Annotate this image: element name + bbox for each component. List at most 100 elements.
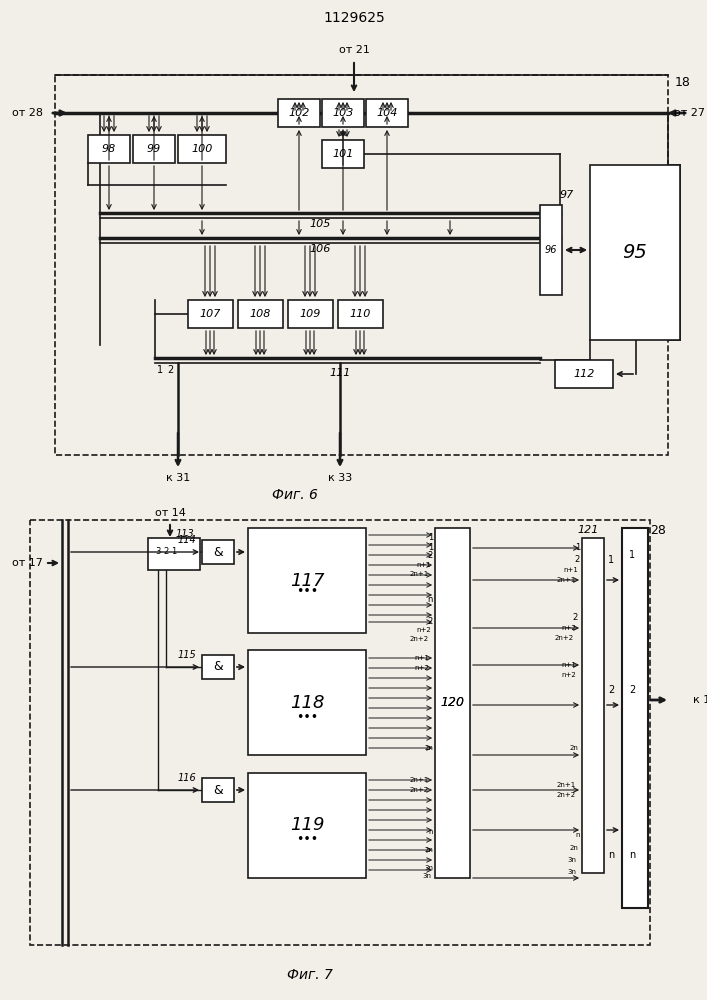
Text: 2: 2: [608, 685, 614, 695]
Text: 2n+2: 2n+2: [557, 792, 576, 798]
Text: 2: 2: [167, 365, 173, 375]
Text: 2n: 2n: [569, 845, 578, 851]
Bar: [248, 528, 366, 633]
Text: 2n+1: 2n+1: [556, 577, 576, 583]
Text: 98: 98: [102, 144, 116, 154]
Text: n: n: [428, 595, 433, 604]
Text: к 18 122: к 18 122: [693, 695, 707, 705]
Text: 2: 2: [163, 546, 169, 556]
Bar: [322, 99, 364, 127]
Text: 114: 114: [177, 535, 196, 545]
Text: 1: 1: [157, 365, 163, 375]
Text: 2: 2: [428, 552, 433, 560]
Text: 1: 1: [608, 555, 614, 565]
Text: 1: 1: [428, 534, 433, 542]
Text: 108: 108: [250, 309, 271, 319]
Text: 100: 100: [192, 144, 213, 154]
Bar: [435, 528, 470, 878]
Text: 1: 1: [171, 546, 177, 556]
Text: 2: 2: [629, 685, 635, 695]
Text: 2n: 2n: [424, 745, 433, 751]
Bar: [148, 538, 200, 570]
Bar: [30, 520, 650, 945]
Bar: [622, 528, 648, 908]
Text: •••: •••: [296, 585, 318, 598]
Bar: [202, 540, 234, 564]
Text: 2: 2: [575, 556, 580, 564]
Text: от 27: от 27: [674, 108, 706, 118]
Text: 1129625: 1129625: [323, 11, 385, 25]
Text: 2n+2: 2n+2: [410, 787, 429, 793]
Text: 3n: 3n: [422, 873, 431, 879]
Bar: [202, 655, 234, 679]
Text: 99: 99: [147, 144, 161, 154]
Bar: [202, 778, 234, 802]
Text: 112: 112: [573, 369, 595, 379]
Text: n+1: n+1: [563, 567, 578, 573]
Text: 2n+2: 2n+2: [555, 635, 574, 641]
Text: &: &: [213, 546, 223, 558]
Bar: [288, 300, 333, 328]
Text: от 14: от 14: [155, 508, 185, 518]
Text: 101: 101: [332, 149, 354, 159]
Text: &: &: [213, 660, 223, 674]
Text: 2: 2: [573, 613, 578, 622]
Text: к 33: к 33: [328, 473, 352, 483]
Text: 106: 106: [310, 244, 331, 254]
Bar: [338, 300, 383, 328]
Text: 3: 3: [156, 546, 160, 556]
Text: от 21: от 21: [339, 45, 370, 55]
Text: 105: 105: [310, 219, 331, 229]
Text: 119: 119: [290, 816, 325, 834]
Text: n+2: n+2: [414, 665, 429, 671]
Bar: [582, 538, 604, 873]
Text: •••: •••: [296, 712, 318, 724]
Text: от 28: от 28: [11, 108, 42, 118]
Text: Фиг. 7: Фиг. 7: [287, 968, 333, 982]
Text: 2n+1: 2n+1: [410, 571, 429, 577]
Text: 2n+1: 2n+1: [410, 777, 429, 783]
Text: &: &: [213, 784, 223, 796]
Text: 109: 109: [300, 309, 321, 319]
Text: 1: 1: [428, 542, 433, 552]
Text: n: n: [575, 832, 580, 838]
Bar: [590, 165, 680, 340]
Text: 3n: 3n: [567, 869, 576, 875]
Text: 2n: 2n: [569, 745, 578, 751]
Text: n+2: n+2: [561, 625, 576, 631]
Text: •••: •••: [296, 834, 318, 846]
Text: n: n: [428, 829, 433, 835]
Text: Фиг. 6: Фиг. 6: [272, 488, 318, 502]
Text: 95: 95: [623, 243, 648, 262]
Text: 102: 102: [288, 108, 310, 118]
Text: 116: 116: [177, 773, 196, 783]
Text: 118: 118: [290, 694, 325, 712]
Text: 103: 103: [332, 108, 354, 118]
Text: 18: 18: [675, 76, 691, 89]
Text: 2n+1: 2n+1: [556, 782, 576, 788]
Bar: [188, 300, 233, 328]
Text: 2: 2: [428, 616, 433, 626]
Text: n: n: [608, 850, 614, 860]
Text: 3n: 3n: [567, 857, 576, 863]
Text: 107: 107: [200, 309, 221, 319]
Text: 120: 120: [440, 696, 464, 710]
Bar: [540, 205, 562, 295]
Bar: [366, 99, 408, 127]
Text: 117: 117: [290, 572, 325, 589]
Text: 120: 120: [440, 696, 464, 710]
Text: 115: 115: [177, 650, 196, 660]
Bar: [278, 99, 320, 127]
Text: n+1: n+1: [561, 662, 576, 668]
Text: 111: 111: [329, 368, 351, 378]
Text: 2n+2: 2n+2: [410, 636, 429, 642]
Bar: [248, 650, 366, 755]
Bar: [555, 360, 613, 388]
Bar: [238, 300, 283, 328]
Bar: [248, 773, 366, 878]
Text: n+1: n+1: [414, 655, 429, 661]
Bar: [322, 140, 364, 168]
Text: к 31: к 31: [166, 473, 190, 483]
Text: 104: 104: [376, 108, 397, 118]
Bar: [133, 135, 175, 163]
